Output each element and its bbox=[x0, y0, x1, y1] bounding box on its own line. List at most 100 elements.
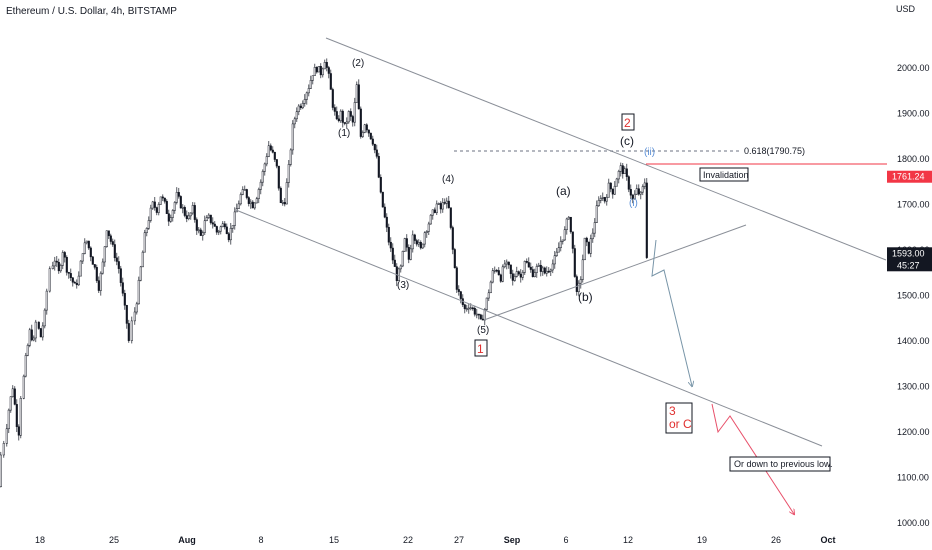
candle bbox=[345, 117, 348, 129]
candle bbox=[63, 250, 66, 263]
candle bbox=[207, 213, 210, 219]
candle bbox=[369, 132, 372, 140]
candle bbox=[221, 221, 224, 228]
x-tick-label: 18 bbox=[35, 535, 45, 545]
candle bbox=[175, 187, 178, 205]
candle bbox=[215, 225, 218, 235]
lower-channel-line bbox=[235, 209, 823, 447]
candle bbox=[633, 190, 636, 200]
wave-label-1-minor: (1) bbox=[338, 128, 350, 139]
candle bbox=[325, 58, 328, 72]
candle bbox=[127, 319, 130, 343]
candle bbox=[147, 216, 150, 230]
candle bbox=[73, 280, 76, 284]
candle bbox=[465, 304, 468, 312]
candle bbox=[413, 233, 416, 244]
countdown-label: 45:27 bbox=[897, 260, 920, 270]
candle bbox=[511, 269, 514, 286]
candle bbox=[615, 177, 618, 187]
candle bbox=[99, 271, 102, 296]
y-tick-label: 1800.00 bbox=[897, 154, 930, 164]
candle bbox=[545, 266, 548, 277]
wave-box-3-label: 3 bbox=[669, 404, 676, 418]
candle bbox=[515, 266, 518, 278]
candle bbox=[581, 254, 584, 283]
candle bbox=[2, 440, 5, 458]
candle bbox=[305, 91, 308, 105]
time-axis[interactable]: 18 25 Aug 8 15 22 27 Sep 6 12 19 26 Oct bbox=[35, 535, 836, 545]
candle bbox=[339, 109, 342, 123]
candle bbox=[527, 257, 530, 268]
wave-box-2 bbox=[621, 113, 635, 131]
candle bbox=[315, 66, 318, 74]
candle bbox=[37, 321, 40, 330]
candle bbox=[285, 178, 288, 205]
candle bbox=[535, 263, 538, 278]
candle bbox=[141, 250, 144, 268]
candle bbox=[241, 186, 244, 196]
candle bbox=[117, 256, 120, 274]
candle bbox=[559, 236, 562, 252]
candle bbox=[209, 214, 212, 225]
y-tick-label: 1200.00 bbox=[897, 427, 930, 437]
wave-box-2-label: 2 bbox=[624, 116, 631, 130]
y-tick-label: 2000.00 bbox=[897, 63, 930, 73]
candle bbox=[217, 229, 220, 236]
candle bbox=[495, 268, 498, 273]
candle bbox=[157, 202, 160, 216]
candle bbox=[189, 212, 192, 220]
price-tag: 1761.24 bbox=[887, 170, 932, 183]
candle bbox=[167, 209, 170, 226]
candle bbox=[297, 104, 300, 116]
candle bbox=[487, 289, 490, 302]
candle bbox=[637, 184, 640, 196]
candle bbox=[599, 195, 602, 204]
candle bbox=[48, 266, 51, 293]
candle bbox=[421, 243, 424, 249]
candle bbox=[447, 195, 450, 209]
candle bbox=[55, 256, 58, 267]
candle bbox=[519, 269, 522, 283]
candle bbox=[237, 200, 240, 209]
candle bbox=[61, 250, 64, 270]
candle bbox=[539, 260, 542, 277]
candle bbox=[109, 233, 112, 245]
candle bbox=[555, 247, 558, 257]
candle bbox=[201, 230, 204, 241]
candle bbox=[531, 266, 534, 278]
candle bbox=[205, 215, 208, 222]
candle bbox=[473, 305, 476, 317]
wave-label-2-minor: (2) bbox=[352, 58, 364, 69]
candle bbox=[30, 324, 33, 342]
candle bbox=[303, 94, 306, 107]
candle bbox=[137, 276, 140, 305]
x-tick-label: 12 bbox=[623, 535, 633, 545]
candle bbox=[283, 198, 286, 207]
wave-label-i: (i) bbox=[629, 198, 638, 209]
candle bbox=[521, 270, 524, 281]
candle bbox=[405, 234, 408, 252]
candle bbox=[317, 66, 320, 73]
candle bbox=[393, 254, 396, 267]
candle bbox=[191, 202, 194, 215]
candle bbox=[287, 160, 290, 188]
candle bbox=[187, 212, 190, 221]
wave-label-c: (c) bbox=[620, 134, 634, 148]
candle bbox=[403, 237, 406, 252]
candle bbox=[505, 259, 508, 270]
candle bbox=[603, 196, 606, 204]
wave-box-1 bbox=[474, 339, 488, 357]
candle bbox=[77, 271, 80, 287]
candle bbox=[255, 196, 258, 204]
candle bbox=[463, 303, 466, 314]
candle bbox=[417, 239, 420, 247]
candle bbox=[313, 63, 316, 76]
candle bbox=[293, 116, 296, 129]
y-tick-label: 1900.00 bbox=[897, 109, 930, 119]
candle bbox=[561, 239, 564, 245]
candle bbox=[343, 122, 346, 126]
candle bbox=[451, 225, 454, 255]
candle bbox=[43, 308, 46, 329]
candle bbox=[575, 274, 578, 296]
